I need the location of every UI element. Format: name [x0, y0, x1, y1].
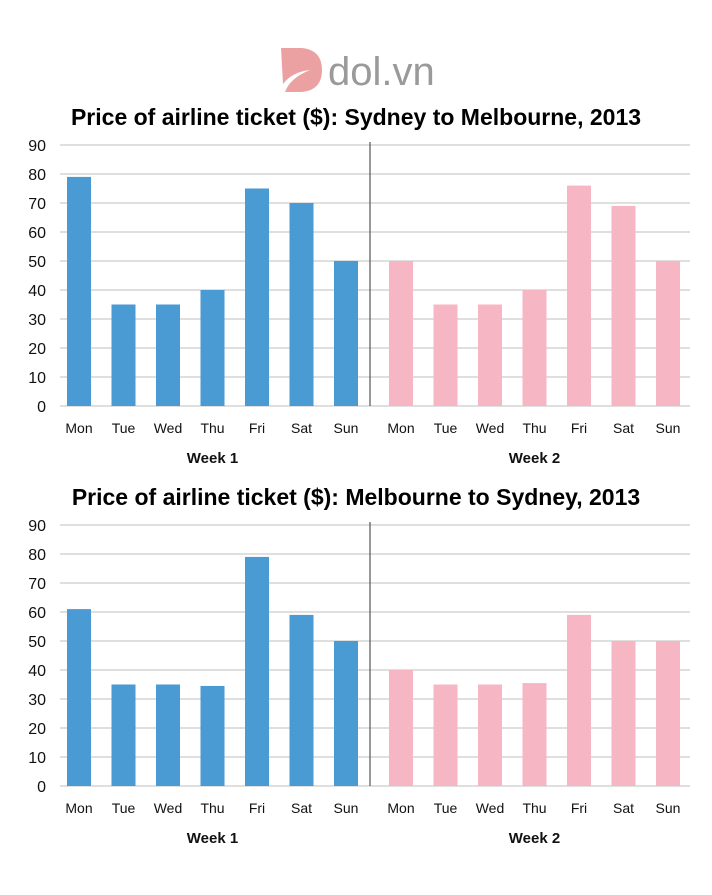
logo: dol.vn [281, 48, 435, 94]
x-tick-label: Mon [65, 800, 92, 816]
bar-week2-mon [389, 670, 413, 786]
bar-week2-sat [611, 641, 636, 786]
x-tick-label: Sun [656, 800, 681, 816]
y-tick-label: 60 [28, 225, 46, 242]
x-tick-label: Tue [434, 420, 458, 436]
bar-week2-sun [656, 641, 680, 786]
bar-week1-sat [289, 203, 314, 406]
bar-week2-wed [478, 684, 502, 786]
x-tick-label: Mon [387, 420, 414, 436]
y-tick-label: 60 [28, 605, 46, 622]
x-tick-label: Thu [522, 800, 546, 816]
x-tick-label: Sat [291, 420, 312, 436]
logo-text: dol.vn [328, 50, 435, 94]
bar-week1-sun [334, 641, 358, 786]
y-tick-label: 70 [28, 196, 46, 213]
y-tick-label: 80 [28, 167, 46, 184]
chart-1: Price of airline ticket ($): Sydney to M… [28, 104, 690, 467]
chart-title: Price of airline ticket ($): Melbourne t… [72, 484, 640, 510]
x-tick-label: Fri [571, 800, 587, 816]
bar-week2-wed [478, 304, 502, 406]
x-tick-label: Thu [200, 800, 224, 816]
bar-week1-thu [200, 290, 225, 406]
x-tick-label: Tue [112, 420, 136, 436]
x-tick-label: Fri [249, 800, 265, 816]
bar-week2-sat [611, 205, 636, 406]
logo-mark-icon [281, 48, 322, 92]
y-tick-label: 80 [28, 547, 46, 564]
y-tick-label: 50 [28, 254, 46, 271]
bar-week1-thu [200, 685, 225, 786]
x-tick-label: Sat [291, 800, 312, 816]
y-tick-label: 0 [37, 399, 46, 416]
chart-2: Price of airline ticket ($): Melbourne t… [28, 484, 690, 847]
x-tick-label: Fri [249, 420, 265, 436]
group-label: Week 2 [509, 830, 560, 847]
x-tick-label: Mon [387, 800, 414, 816]
x-tick-label: Wed [476, 800, 505, 816]
x-tick-label: Sun [334, 800, 359, 816]
bar-week1-tue [111, 304, 136, 406]
bar-week2-thu [522, 683, 547, 786]
x-tick-label: Thu [522, 420, 546, 436]
x-tick-label: Wed [154, 800, 183, 816]
x-tick-label: Sun [656, 420, 681, 436]
bar-week1-sat [289, 614, 314, 786]
chart-title: Price of airline ticket ($): Sydney to M… [71, 104, 641, 130]
x-tick-label: Mon [65, 420, 92, 436]
bar-week2-sun [656, 261, 680, 406]
x-tick-label: Sun [334, 420, 359, 436]
y-tick-label: 30 [28, 312, 46, 329]
group-label: Week 2 [509, 450, 560, 467]
bar-week2-tue [433, 684, 458, 786]
bar-week2-mon [389, 261, 413, 406]
bar-week1-wed [156, 684, 180, 786]
x-tick-label: Wed [154, 420, 183, 436]
y-tick-label: 50 [28, 634, 46, 651]
y-tick-label: 90 [28, 518, 46, 535]
y-tick-label: 10 [28, 750, 46, 767]
y-tick-label: 0 [37, 779, 46, 796]
x-tick-label: Tue [434, 800, 458, 816]
bar-week1-mon [67, 176, 91, 406]
y-tick-label: 40 [28, 663, 46, 680]
y-tick-label: 20 [28, 341, 46, 358]
x-tick-label: Fri [571, 420, 587, 436]
x-tick-label: Wed [476, 420, 505, 436]
bar-week2-fri [567, 185, 591, 406]
y-tick-label: 10 [28, 370, 46, 387]
bar-week1-sun [334, 261, 358, 406]
bar-week2-tue [433, 304, 458, 406]
bar-week1-tue [111, 684, 136, 786]
x-tick-label: Thu [200, 420, 224, 436]
y-tick-label: 20 [28, 721, 46, 738]
bar-week1-mon [67, 609, 91, 786]
group-label: Week 1 [187, 830, 238, 847]
y-tick-label: 70 [28, 576, 46, 593]
x-tick-label: Sat [613, 800, 634, 816]
group-label: Week 1 [187, 450, 238, 467]
bar-week2-fri [567, 614, 591, 786]
x-tick-label: Tue [112, 800, 136, 816]
y-tick-label: 40 [28, 283, 46, 300]
x-tick-label: Sat [613, 420, 634, 436]
bar-week1-wed [156, 304, 180, 406]
bar-week1-fri [245, 556, 269, 786]
bar-week2-thu [522, 290, 547, 406]
bar-week1-fri [245, 188, 269, 406]
y-tick-label: 90 [28, 138, 46, 155]
y-tick-label: 30 [28, 692, 46, 709]
